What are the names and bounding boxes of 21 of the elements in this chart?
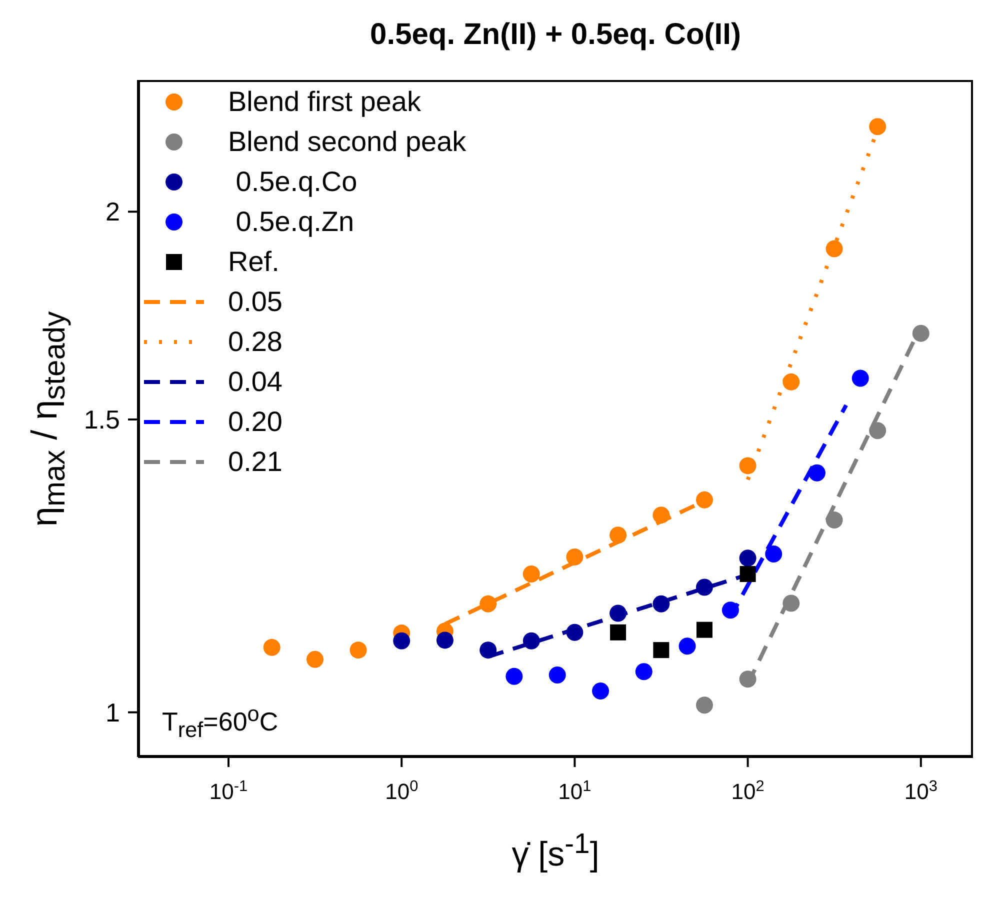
x-tick-label: 10$^{-1}$: [209, 778, 248, 804]
legend-label: 0.5e.q.Co: [234, 165, 358, 199]
annotation: T$_{ref}$=60$^{o}$C: [162, 701, 278, 743]
x-tick-label: 10$^{0}$: [385, 778, 418, 804]
legend-label: Blend first peak: [228, 85, 421, 119]
legend-label: 0.04: [228, 365, 282, 399]
x-tick-label: 10$^{1}$: [558, 778, 592, 804]
legend-label: 0.20: [228, 405, 282, 439]
x-tick-label: 10$^{2}$: [731, 778, 764, 804]
x-tick-label: 10$^{3}$: [904, 778, 938, 804]
chart-title: 0.5eq. Zn(II) + 0.5eq. Co(II): [369, 18, 742, 52]
y-tick-label: 1: [106, 697, 120, 728]
y-tick-label: 1.5: [84, 404, 120, 434]
legend-label: 0.28: [228, 325, 282, 359]
legend-label: 0.21: [228, 445, 282, 479]
y-tick-label: 2: [106, 196, 120, 227]
legend-label: Ref.: [228, 245, 280, 279]
x-axis-title: γ̇ [s$^{-1}$]: [510, 828, 600, 874]
legend-label: 0.5e.q.Zn: [234, 205, 354, 239]
legend-label: 0.05: [228, 285, 282, 319]
legend-label: Blend second peak: [228, 125, 466, 159]
